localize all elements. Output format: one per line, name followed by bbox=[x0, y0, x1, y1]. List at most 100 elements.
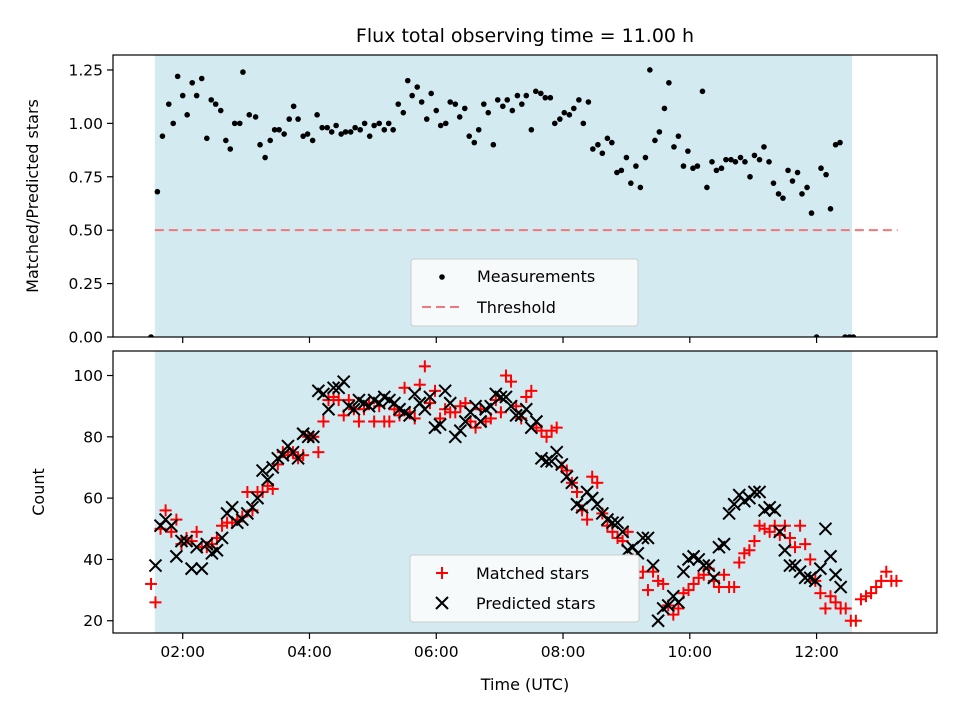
predicted-star-point bbox=[828, 568, 843, 582]
measurement-point bbox=[637, 184, 644, 191]
measurement-point bbox=[361, 120, 368, 127]
bottom-legend-box bbox=[409, 554, 640, 623]
matched-star-point bbox=[647, 565, 660, 578]
measurement-point bbox=[347, 129, 354, 135]
measurement-point bbox=[599, 150, 606, 157]
measurement-point bbox=[286, 116, 293, 122]
measurement-point bbox=[794, 169, 801, 176]
top-x-ticks bbox=[182, 337, 818, 343]
matched-star-point bbox=[865, 587, 878, 600]
predicted-star-point bbox=[195, 561, 209, 576]
matched-star-point bbox=[408, 412, 421, 425]
top-y-ticks: 0.00 0.25 0.50 0.75 1.00 1.25 bbox=[68, 61, 113, 347]
y-tick-label: 80 bbox=[83, 428, 103, 446]
predicted-star-point bbox=[174, 534, 189, 548]
predicted-star-point bbox=[250, 491, 265, 505]
measurement-point bbox=[770, 180, 777, 186]
measurement-point bbox=[267, 137, 273, 144]
measurement-point bbox=[827, 206, 834, 212]
matched-star-point bbox=[499, 369, 512, 382]
measurement-point bbox=[170, 120, 177, 127]
measurement-point bbox=[333, 122, 339, 129]
measurement-point bbox=[257, 141, 263, 148]
matched-star-point bbox=[641, 584, 654, 597]
matched-star-point bbox=[657, 577, 670, 590]
measurement-point bbox=[466, 133, 473, 139]
measurement-point bbox=[428, 90, 434, 97]
x-tick-label: 04:00 bbox=[287, 643, 332, 661]
measurement-point bbox=[433, 107, 440, 114]
y-tick-label: 0.50 bbox=[68, 222, 103, 240]
measurement-point bbox=[414, 84, 421, 90]
measurement-point bbox=[400, 109, 407, 116]
predicted-star-point bbox=[499, 390, 513, 404]
predicted-star-point bbox=[321, 402, 336, 416]
matched-star-point bbox=[819, 602, 832, 615]
measurement-point bbox=[671, 144, 677, 150]
measurement-point bbox=[737, 154, 744, 161]
predicted-star-point bbox=[519, 402, 533, 416]
measurement-point bbox=[813, 334, 820, 337]
measurement-point bbox=[236, 120, 243, 127]
measurement-point bbox=[709, 159, 715, 165]
measurement-point bbox=[604, 135, 611, 142]
matched-star-point bbox=[763, 525, 776, 538]
matched-star-point bbox=[190, 525, 203, 538]
matched-star-point bbox=[540, 430, 553, 443]
matched-star-point bbox=[814, 587, 827, 600]
matched-star-point bbox=[799, 538, 812, 551]
matched-star-point bbox=[149, 596, 162, 609]
measurements-legend-marker bbox=[439, 274, 445, 280]
measurement-point bbox=[561, 109, 568, 116]
matched-star-point bbox=[165, 525, 178, 538]
measurement-point bbox=[808, 210, 815, 216]
predicted-star-point bbox=[768, 503, 782, 518]
measurement-point bbox=[148, 334, 154, 337]
measurement-point bbox=[447, 99, 454, 105]
y-tick-label: 60 bbox=[83, 490, 103, 508]
measurement-point bbox=[376, 120, 383, 127]
predicted-star-point bbox=[783, 558, 797, 573]
bottom-axes-frame bbox=[112, 350, 938, 634]
top-axes-frame bbox=[112, 54, 938, 338]
predicted-legend-marker bbox=[435, 596, 449, 610]
predicted-star-point bbox=[148, 558, 163, 573]
predicted-star-point bbox=[316, 387, 331, 401]
measurement-point bbox=[532, 88, 539, 95]
measurements-legend-label: Measurements bbox=[477, 267, 595, 286]
measurement-point bbox=[699, 88, 706, 95]
measurement-point bbox=[481, 101, 487, 107]
matched-star-point bbox=[494, 406, 507, 419]
predicted-star-point bbox=[615, 525, 630, 539]
measurement-point bbox=[404, 77, 411, 84]
measurement-point bbox=[675, 133, 682, 139]
measurement-point bbox=[732, 159, 739, 165]
measurement-point bbox=[842, 334, 848, 337]
measurement-point bbox=[494, 97, 501, 103]
matched-star-point bbox=[718, 568, 731, 581]
matched-star-point bbox=[783, 531, 796, 544]
top-legend: Measurements Threshold bbox=[410, 258, 639, 327]
measurement-point bbox=[528, 126, 535, 133]
measurement-point bbox=[694, 163, 701, 169]
predicted-star-point bbox=[301, 430, 315, 444]
predicted-star-point bbox=[402, 408, 417, 423]
predicted-star-point bbox=[179, 534, 194, 548]
predicted-star-point bbox=[727, 497, 741, 511]
measurement-point bbox=[314, 112, 320, 118]
measurement-point bbox=[799, 191, 805, 197]
predicted-star-point bbox=[458, 414, 473, 429]
predicted-star-point bbox=[245, 500, 260, 515]
measurement-point bbox=[751, 152, 758, 159]
measurement-point bbox=[623, 154, 630, 161]
predicted-star-point bbox=[651, 614, 665, 628]
matched-star-point bbox=[586, 470, 599, 483]
matched-star-point bbox=[728, 581, 741, 594]
measurement-point bbox=[217, 107, 224, 114]
predicted-star-point bbox=[418, 402, 432, 416]
matched-star-point bbox=[297, 449, 310, 462]
bottom-y-ticks: 20 40 60 80 100 bbox=[73, 367, 113, 630]
y-tick-label: 0.75 bbox=[68, 168, 103, 186]
predicted-star-point bbox=[610, 515, 625, 530]
